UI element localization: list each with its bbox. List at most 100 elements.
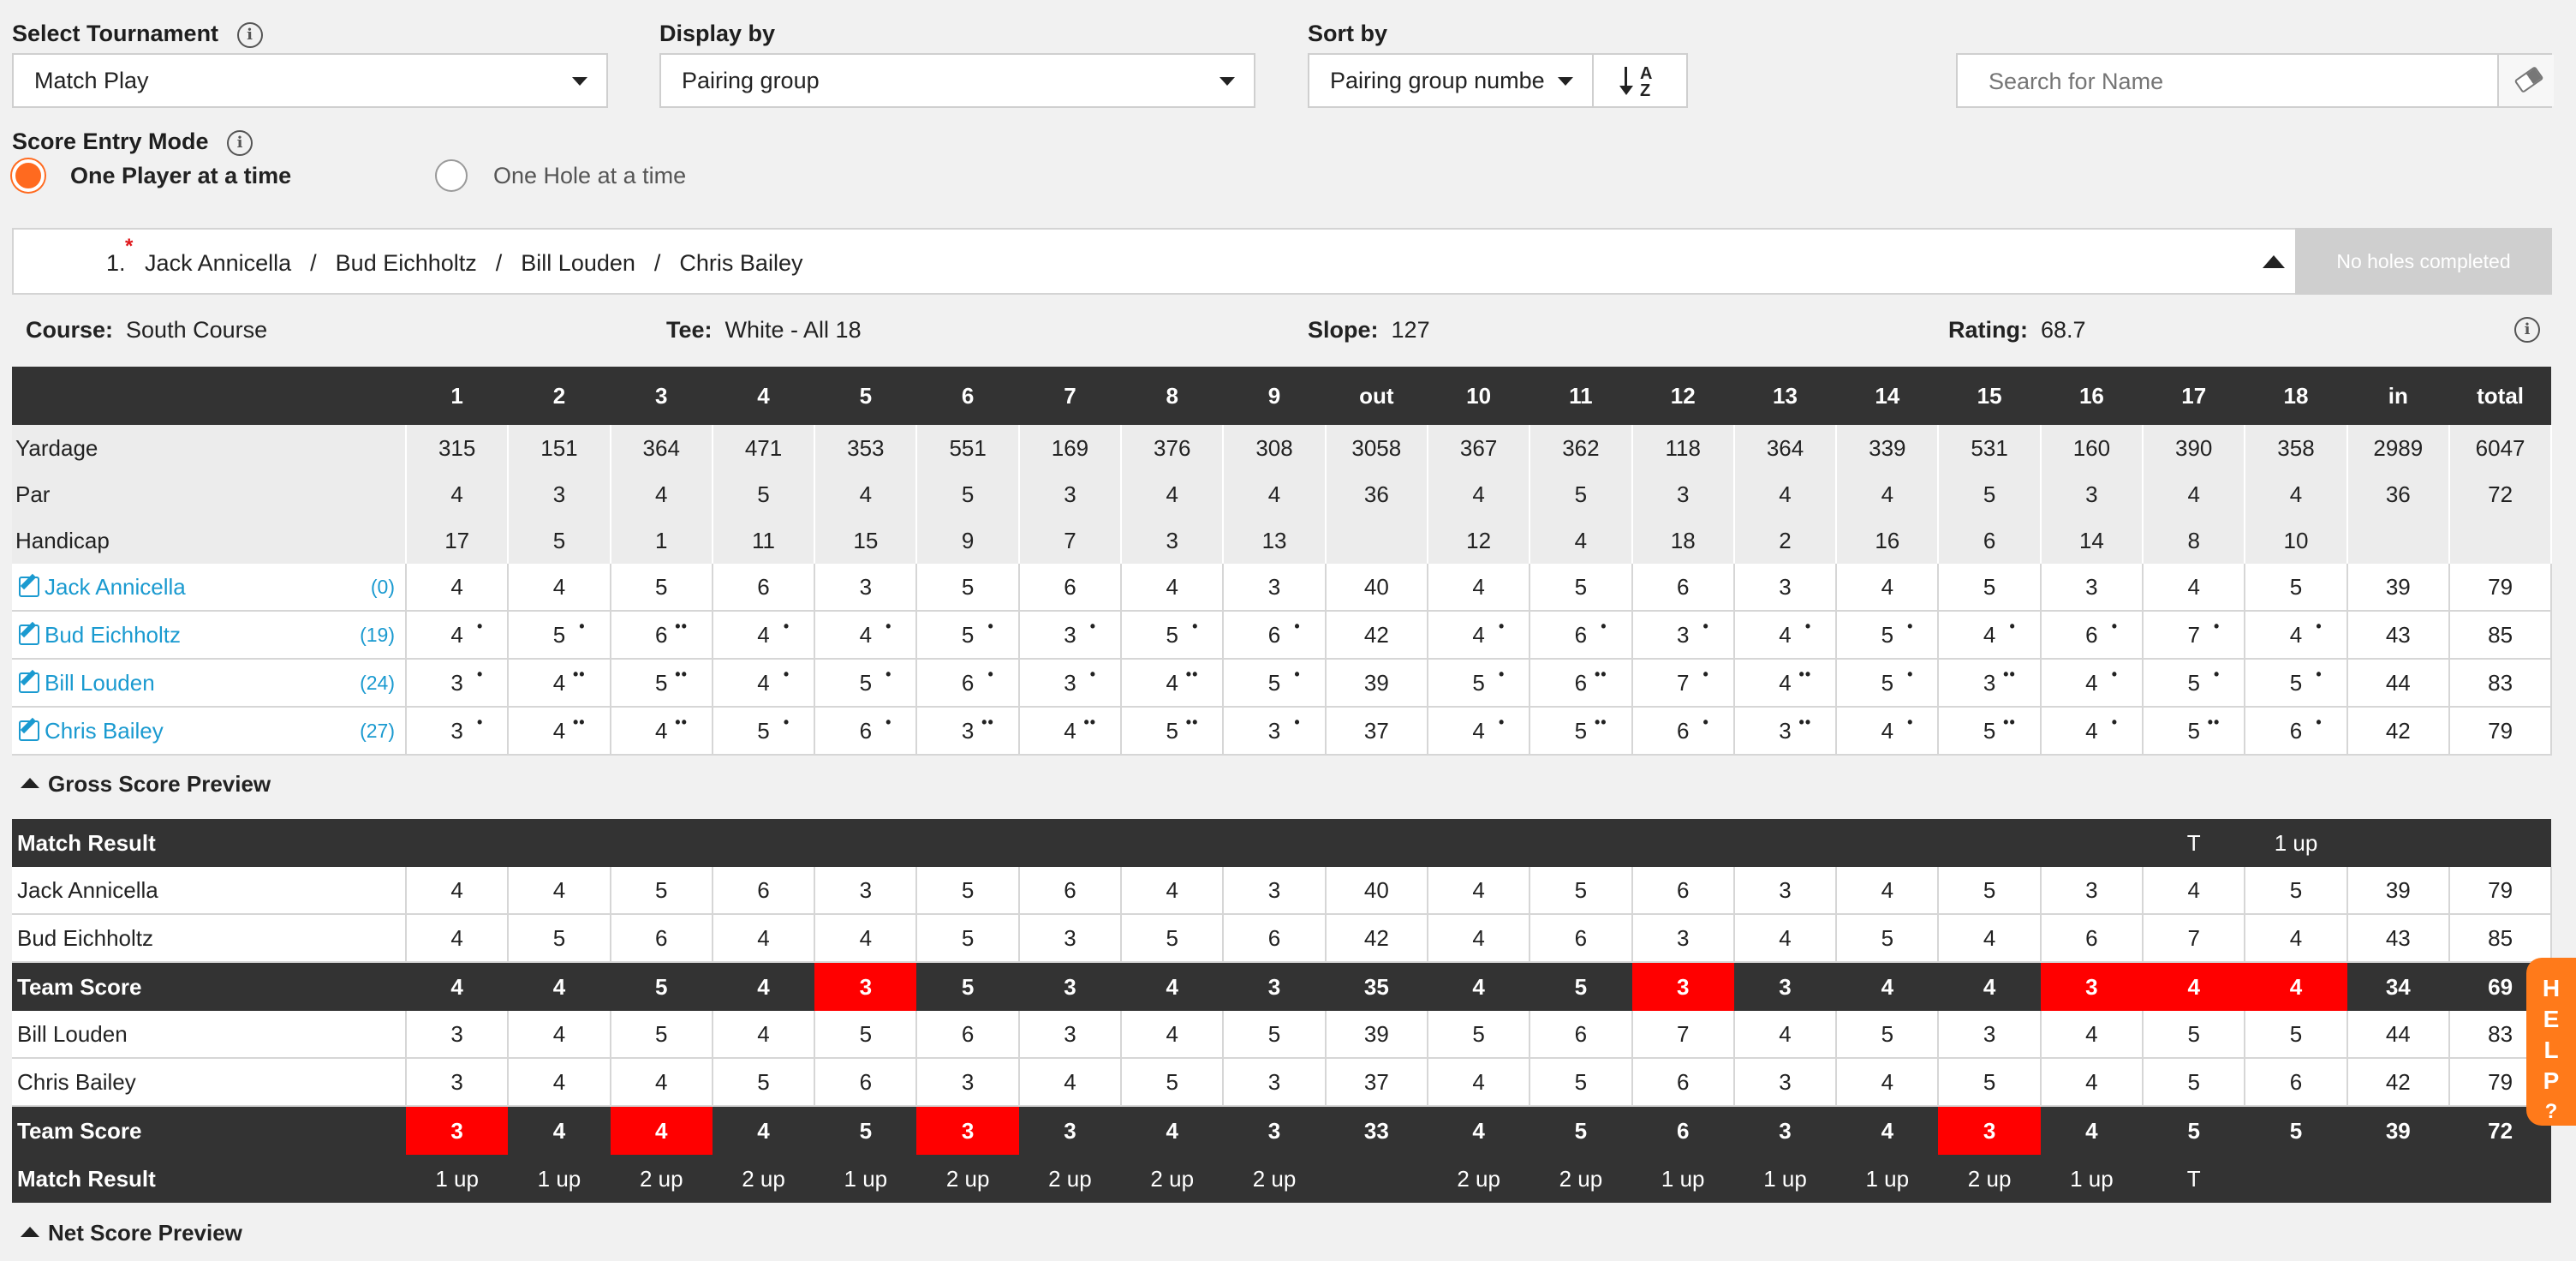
score-cell[interactable]: 4	[1121, 564, 1225, 612]
score-cell[interactable]: 4 •	[814, 611, 918, 660]
radio-one-hole[interactable]	[435, 159, 468, 192]
score-cell[interactable]: 4 •	[2040, 707, 2144, 756]
sort-by-select[interactable]: Pairing group numbe	[1308, 53, 1594, 108]
player-name-cell[interactable]: Chris Bailey (27)	[12, 707, 407, 756]
player-name-link[interactable]: Chris Bailey	[45, 717, 164, 744]
score-cell[interactable]: 79	[2448, 707, 2553, 756]
score-cell[interactable]: 5	[2245, 564, 2348, 612]
info-icon[interactable]: i	[2514, 317, 2540, 343]
score-cell[interactable]: 39	[2346, 564, 2450, 612]
score-cell[interactable]: 3	[1223, 564, 1327, 612]
collapse-icon[interactable]	[2263, 255, 2285, 268]
player-name-link[interactable]: Jack Annicella	[45, 573, 186, 600]
help-button[interactable]: H E L P ?	[2526, 958, 2576, 1126]
score-cell[interactable]: 4 •	[712, 659, 816, 708]
score-cell[interactable]: 3 •	[1631, 611, 1735, 660]
score-cell[interactable]: 6	[1018, 564, 1123, 612]
score-cell[interactable]: 5 •	[1836, 611, 1940, 660]
score-cell[interactable]: 5 •	[1223, 659, 1327, 708]
radio-one-hole-label[interactable]: One Hole at a time	[493, 163, 687, 188]
score-cell[interactable]: 7 •	[2143, 611, 2246, 660]
score-cell[interactable]: 3 •	[406, 707, 510, 756]
score-cell[interactable]: 4 •	[406, 611, 510, 660]
score-cell[interactable]: 5 ••	[1530, 707, 1633, 756]
score-cell[interactable]: 5 ••	[2143, 707, 2246, 756]
player-name-link[interactable]: Bill Louden	[45, 669, 155, 696]
score-cell[interactable]: 85	[2448, 611, 2553, 660]
score-cell[interactable]: 5	[1530, 564, 1633, 612]
score-cell[interactable]: 4	[508, 564, 611, 612]
score-cell[interactable]: 44	[2346, 659, 2450, 708]
score-cell[interactable]: 4 •	[1427, 611, 1531, 660]
score-cell[interactable]: 6	[712, 564, 816, 612]
radio-one-player[interactable]	[12, 159, 45, 192]
score-cell[interactable]: 6 •	[1631, 707, 1735, 756]
player-name-cell[interactable]: Bill Louden (24)	[12, 659, 407, 708]
score-cell[interactable]: 3 ••	[916, 707, 1020, 756]
display-by-select[interactable]: Pairing group	[659, 53, 1255, 108]
sort-direction-button[interactable]: A Z	[1592, 53, 1688, 108]
score-cell[interactable]: 4 ••	[1121, 659, 1225, 708]
score-cell[interactable]: 5 •	[814, 659, 918, 708]
score-cell[interactable]: 6 •	[2245, 707, 2348, 756]
score-cell[interactable]: 40	[1325, 564, 1428, 612]
score-cell[interactable]: 4	[2143, 564, 2246, 612]
score-cell[interactable]: 42	[1325, 611, 1428, 660]
score-cell[interactable]: 5 •	[2245, 659, 2348, 708]
radio-one-player-label[interactable]: One Player at a time	[70, 163, 292, 188]
score-cell[interactable]: 5 •	[712, 707, 816, 756]
score-cell[interactable]: 5 •	[2143, 659, 2246, 708]
score-cell[interactable]: 4 ••	[508, 707, 611, 756]
score-cell[interactable]: 3 ••	[1733, 707, 1838, 756]
score-cell[interactable]: 6 •	[916, 659, 1020, 708]
score-cell[interactable]: 5 •	[1427, 659, 1531, 708]
score-cell[interactable]: 4	[1427, 564, 1531, 612]
score-cell[interactable]: 4 ••	[610, 707, 713, 756]
gross-score-preview-toggle[interactable]: Gross Score Preview	[21, 771, 271, 798]
score-cell[interactable]: 5 ••	[1121, 707, 1225, 756]
score-cell[interactable]: 4 •	[1733, 611, 1838, 660]
score-cell[interactable]: 6 ••	[1530, 659, 1633, 708]
score-cell[interactable]: 79	[2448, 564, 2553, 612]
score-cell[interactable]: 37	[1325, 707, 1428, 756]
score-cell[interactable]: 42	[2346, 707, 2450, 756]
score-cell[interactable]: 3 •	[1018, 659, 1123, 708]
score-cell[interactable]: 3 •	[1018, 611, 1123, 660]
score-cell[interactable]: 5	[916, 564, 1020, 612]
score-cell[interactable]: 6	[1631, 564, 1735, 612]
score-cell[interactable]: 83	[2448, 659, 2553, 708]
score-cell[interactable]: 43	[2346, 611, 2450, 660]
search-clear-button[interactable]	[2497, 55, 2554, 106]
score-cell[interactable]: 6 •	[2040, 611, 2144, 660]
score-cell[interactable]: 4 •	[712, 611, 816, 660]
score-cell[interactable]: 4 •	[2245, 611, 2348, 660]
score-cell[interactable]: 5 ••	[610, 659, 713, 708]
score-cell[interactable]: 5 •	[1836, 659, 1940, 708]
score-cell[interactable]: 3	[2040, 564, 2144, 612]
score-cell[interactable]: 7 •	[1631, 659, 1735, 708]
pairing-group-bar[interactable]: * 1. Jack Annicella / Bud Eichholtz / Bill L…	[12, 228, 2552, 295]
edit-icon[interactable]	[19, 624, 39, 645]
score-cell[interactable]: 6 •	[814, 707, 918, 756]
score-cell[interactable]: 4 •	[1938, 611, 2042, 660]
score-cell[interactable]: 5 ••	[1938, 707, 2042, 756]
score-cell[interactable]: 3	[1733, 564, 1838, 612]
score-cell[interactable]: 6 ••	[610, 611, 713, 660]
score-cell[interactable]: 39	[1325, 659, 1428, 708]
net-score-preview-toggle[interactable]: Net Score Preview	[21, 1220, 242, 1246]
score-cell[interactable]: 6 •	[1223, 611, 1327, 660]
player-name-cell[interactable]: Jack Annicella (0)	[12, 564, 407, 612]
score-cell[interactable]: 4 ••	[1018, 707, 1123, 756]
info-icon[interactable]: i	[236, 21, 263, 48]
edit-icon[interactable]	[19, 720, 39, 741]
player-name-link[interactable]: Bud Eichholtz	[45, 621, 181, 648]
score-cell[interactable]: 4	[1836, 564, 1940, 612]
edit-icon[interactable]	[19, 672, 39, 693]
score-cell[interactable]: 4 ••	[1733, 659, 1838, 708]
score-cell[interactable]: 5 •	[508, 611, 611, 660]
score-cell[interactable]: 4 ••	[508, 659, 611, 708]
score-cell[interactable]: 5 •	[916, 611, 1020, 660]
score-cell[interactable]: 4 •	[1427, 707, 1531, 756]
score-cell[interactable]: 5	[1938, 564, 2042, 612]
score-cell[interactable]: 3 ••	[1938, 659, 2042, 708]
